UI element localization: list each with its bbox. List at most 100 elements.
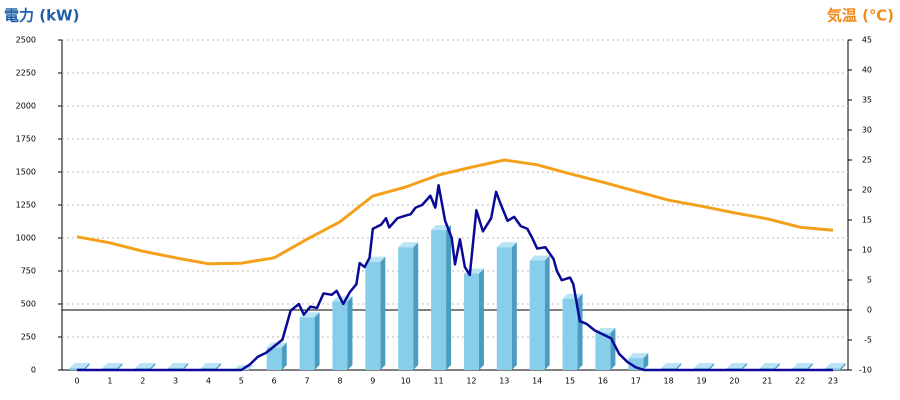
bar: [496, 242, 517, 370]
y2-tick-label: 15: [862, 216, 872, 225]
bar: [628, 353, 649, 370]
bar-face: [741, 363, 747, 370]
y-tick-label: 2500: [16, 36, 36, 45]
bar-face: [529, 260, 545, 370]
y-tick-label: 1250: [16, 201, 36, 210]
bar-face: [562, 293, 583, 299]
y2-tick-label: 30: [862, 126, 872, 135]
bar-face: [463, 273, 479, 370]
x-tick-label: 7: [305, 377, 310, 386]
bar-face: [117, 363, 123, 370]
y2-tick-label: 10: [862, 246, 872, 255]
bar: [463, 268, 484, 370]
bar-face: [332, 301, 348, 370]
bar-face: [102, 363, 123, 369]
x-tick-label: 2: [140, 377, 145, 386]
y-tick-label: 2250: [16, 69, 36, 78]
y-tick-label: 750: [21, 267, 36, 276]
bar-face: [643, 353, 649, 370]
x-tick-label: 15: [565, 377, 575, 386]
bar-face: [478, 268, 484, 370]
x-tick-label: 21: [762, 377, 772, 386]
bar-face: [840, 363, 846, 370]
bar-face: [825, 363, 846, 369]
y2-tick-label: 0: [867, 306, 872, 315]
x-tick-label: 16: [598, 377, 608, 386]
y-tick-label: 250: [21, 333, 36, 342]
bar: [398, 242, 419, 370]
bar-face: [365, 261, 381, 370]
bar-face: [314, 312, 320, 370]
y-tick-label: 0: [31, 366, 36, 375]
y2-tick-label: -5: [864, 336, 872, 345]
bar: [431, 225, 452, 370]
y-tick-label: 1750: [16, 135, 36, 144]
bar-face: [496, 242, 517, 248]
y2-tick-label: 20: [862, 186, 872, 195]
x-tick-label: 11: [433, 377, 443, 386]
x-tick-label: 5: [239, 377, 244, 386]
bar-face: [398, 247, 414, 370]
bar-face: [676, 363, 682, 370]
bar-face: [347, 296, 353, 370]
bar-face: [496, 247, 512, 370]
bar: [365, 256, 386, 370]
bar: [529, 255, 550, 370]
x-tick-label: 6: [272, 377, 277, 386]
line: [76, 158, 834, 266]
x-tick-label: 14: [532, 377, 542, 386]
y2-axis-title: 気温 (℃): [827, 7, 894, 25]
y-axis-title: 電力 (kW): [4, 7, 79, 25]
bar-face: [628, 353, 649, 359]
x-tick-label: 1: [107, 377, 112, 386]
bar-face: [562, 298, 578, 370]
y2-tick-label: 45: [862, 36, 872, 45]
x-tick-label: 3: [173, 377, 178, 386]
bar-face: [511, 242, 517, 370]
bar-face: [413, 242, 419, 370]
bar-face: [69, 363, 90, 369]
bar-face: [200, 363, 221, 369]
bar-face: [431, 230, 447, 370]
bar: [332, 296, 353, 370]
x-tick-label: 22: [795, 377, 805, 386]
x-tick-label: 4: [206, 377, 211, 386]
bar-face: [544, 255, 550, 370]
bar-face: [759, 363, 780, 369]
bar-face: [709, 363, 715, 370]
x-tick-label: 10: [401, 377, 411, 386]
x-tick-label: 9: [370, 377, 375, 386]
bar-face: [595, 333, 611, 370]
bar-face: [529, 255, 550, 261]
bar-face: [215, 363, 221, 370]
bar-face: [661, 363, 682, 369]
y2-tick-label: 35: [862, 96, 872, 105]
bar-face: [446, 225, 452, 370]
y-tick-label: 1500: [16, 168, 36, 177]
bar-face: [807, 363, 813, 370]
bar-face: [792, 363, 813, 369]
bar-face: [726, 363, 747, 369]
bar-face: [266, 347, 282, 370]
x-tick-label: 0: [74, 377, 79, 386]
bar: [562, 293, 583, 370]
bar-face: [380, 256, 386, 370]
x-tick-label: 23: [828, 377, 838, 386]
y2-tick-label: 25: [862, 156, 872, 165]
bar-face: [84, 363, 90, 370]
y2-tick-label: -10: [859, 366, 872, 375]
bar-face: [168, 363, 189, 369]
x-tick-label: 19: [696, 377, 706, 386]
x-tick-label: 20: [729, 377, 739, 386]
bar-face: [281, 342, 287, 370]
y-tick-label: 500: [21, 300, 36, 309]
x-tick-label: 13: [499, 377, 509, 386]
bar-face: [135, 363, 156, 369]
y2-tick-label: 40: [862, 66, 872, 75]
bar-face: [628, 358, 644, 370]
bar-face: [610, 328, 616, 370]
bar-face: [299, 317, 315, 370]
bar-face: [183, 363, 189, 370]
bar-face: [694, 363, 715, 369]
